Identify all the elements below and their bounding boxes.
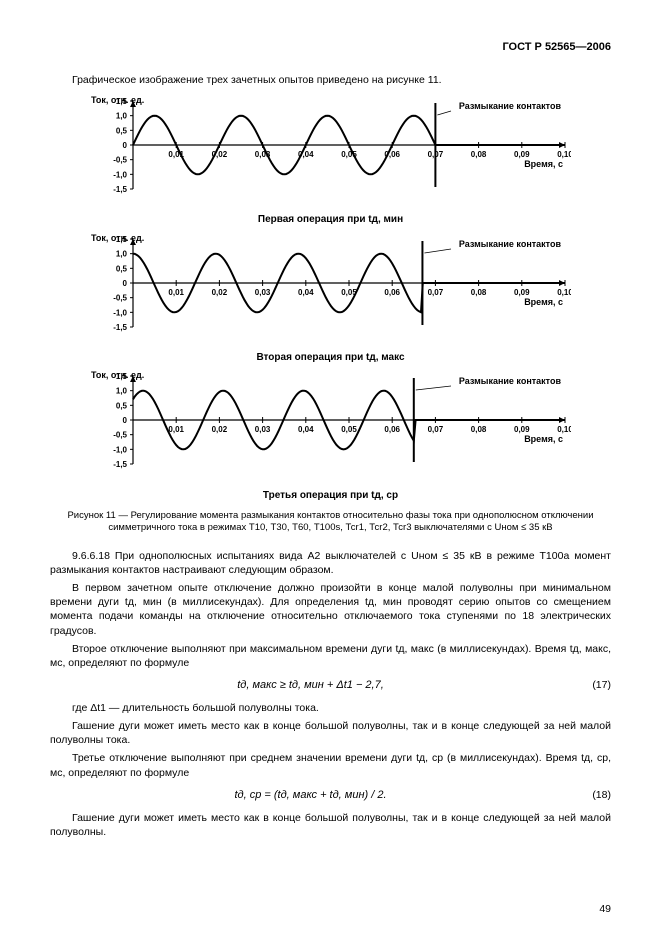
svg-text:0: 0: [122, 141, 127, 150]
chart-svg-1: Ток, отн. ед.1,51,00,50-0,5-1,0-1,50,010…: [91, 95, 571, 205]
svg-text:0,07: 0,07: [427, 425, 443, 434]
svg-text:1,0: 1,0: [115, 387, 127, 396]
paragraph-6: Третье отключение выполняют при среднем …: [50, 751, 611, 779]
svg-text:0,09: 0,09: [514, 425, 530, 434]
svg-text:Размыкание контактов: Размыкание контактов: [458, 101, 561, 111]
formula-17-row: tд, макс ≥ tд, мин + Δt1 − 2,7, (17): [50, 678, 611, 693]
paragraph-2: В первом зачетном опыте отключение должн…: [50, 581, 611, 638]
standard-header: ГОСТ Р 52565—2006: [50, 40, 611, 55]
svg-text:0,08: 0,08: [470, 425, 486, 434]
svg-text:0,09: 0,09: [514, 288, 530, 297]
chart-3: Ток, отн. ед.1,51,00,50-0,5-1,0-1,50,010…: [91, 370, 571, 484]
svg-text:1,0: 1,0: [115, 112, 127, 121]
svg-text:Время, с: Время, с: [524, 434, 563, 444]
chart-caption-3: Третья операция при tд, ср: [91, 489, 571, 503]
svg-text:0,02: 0,02: [211, 425, 227, 434]
svg-text:0,06: 0,06: [384, 288, 400, 297]
formula-17: tд, макс ≥ tд, мин + Δt1 − 2,7,: [50, 678, 571, 693]
svg-text:0,05: 0,05: [341, 425, 357, 434]
svg-text:0: 0: [122, 416, 127, 425]
svg-text:0,04: 0,04: [298, 288, 314, 297]
svg-text:0,01: 0,01: [168, 425, 184, 434]
chart-svg-2: Ток, отн. ед.1,51,00,50-0,5-1,0-1,50,010…: [91, 233, 571, 343]
paragraph-3: Второе отключение выполняют при максимал…: [50, 642, 611, 670]
svg-text:Размыкание контактов: Размыкание контактов: [458, 239, 561, 249]
figure-caption: Рисунок 11 — Регулирование момента размы…: [50, 510, 611, 535]
svg-text:0,5: 0,5: [115, 402, 127, 411]
svg-text:0,03: 0,03: [254, 425, 270, 434]
svg-text:0,02: 0,02: [211, 288, 227, 297]
svg-text:0,06: 0,06: [384, 425, 400, 434]
formula-18-row: tд, ср = (tд, макс + tд, мин) / 2. (18): [50, 788, 611, 803]
svg-text:0,5: 0,5: [115, 264, 127, 273]
paragraph-4: где Δt1 — длительность большой полуволны…: [50, 701, 611, 715]
page: ГОСТ Р 52565—2006 Графическое изображени…: [0, 0, 661, 936]
formula-17-num: (17): [571, 678, 611, 692]
svg-text:-1,5: -1,5: [113, 185, 127, 194]
svg-text:-1,5: -1,5: [113, 323, 127, 332]
svg-text:0,08: 0,08: [470, 288, 486, 297]
svg-text:0,10: 0,10: [557, 425, 571, 434]
chart-caption-2: Вторая операция при tд, макс: [91, 351, 571, 365]
svg-text:0,03: 0,03: [254, 288, 270, 297]
svg-text:-0,5: -0,5: [113, 431, 127, 440]
page-number: 49: [599, 902, 611, 916]
chart-1: Ток, отн. ед.1,51,00,50-0,5-1,0-1,50,010…: [91, 95, 571, 209]
chart-caption-1: Первая операция при tд, мин: [91, 213, 571, 227]
svg-text:Время, с: Время, с: [524, 297, 563, 307]
paragraph-1: 9.6.6.18 При однополюсных испытаниях вид…: [50, 549, 611, 577]
chart-svg-3: Ток, отн. ед.1,51,00,50-0,5-1,0-1,50,010…: [91, 370, 571, 480]
svg-text:1,5: 1,5: [115, 97, 127, 106]
svg-text:-1,0: -1,0: [113, 170, 127, 179]
paragraph-5: Гашение дуги может иметь место как в кон…: [50, 719, 611, 747]
svg-text:-1,0: -1,0: [113, 446, 127, 455]
svg-text:0,07: 0,07: [427, 288, 443, 297]
chart-2: Ток, отн. ед.1,51,00,50-0,5-1,0-1,50,010…: [91, 233, 571, 347]
svg-text:0,01: 0,01: [168, 288, 184, 297]
charts-container: Ток, отн. ед.1,51,00,50-0,5-1,0-1,50,010…: [91, 95, 571, 502]
svg-text:0,5: 0,5: [115, 126, 127, 135]
svg-text:-0,5: -0,5: [113, 293, 127, 302]
svg-text:0,10: 0,10: [557, 150, 571, 159]
svg-text:0,10: 0,10: [557, 288, 571, 297]
svg-text:Размыкание контактов: Размыкание контактов: [458, 376, 561, 386]
svg-text:1,5: 1,5: [115, 372, 127, 381]
paragraph-7: Гашение дуги может иметь место как в кон…: [50, 811, 611, 839]
svg-text:Время, с: Время, с: [524, 159, 563, 169]
svg-text:-0,5: -0,5: [113, 156, 127, 165]
intro-text: Графическое изображение трех зачетных оп…: [50, 73, 611, 87]
formula-18: tд, ср = (tд, макс + tд, мин) / 2.: [50, 788, 571, 803]
formula-18-num: (18): [571, 788, 611, 802]
svg-text:-1,0: -1,0: [113, 308, 127, 317]
svg-text:0,04: 0,04: [298, 425, 314, 434]
svg-text:1,5: 1,5: [115, 235, 127, 244]
svg-text:0,09: 0,09: [514, 150, 530, 159]
svg-text:0,08: 0,08: [470, 150, 486, 159]
svg-text:-1,5: -1,5: [113, 460, 127, 469]
svg-text:0: 0: [122, 279, 127, 288]
svg-text:1,0: 1,0: [115, 249, 127, 258]
